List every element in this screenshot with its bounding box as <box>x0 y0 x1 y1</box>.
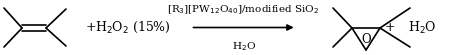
Text: H$_2$O: H$_2$O <box>232 40 255 53</box>
Text: H$_2$O$_2$ (15%): H$_2$O$_2$ (15%) <box>95 20 171 35</box>
Text: +: + <box>385 21 395 34</box>
Text: H$_2$O: H$_2$O <box>408 19 437 36</box>
Text: +: + <box>86 21 96 34</box>
Text: [R$_3$][PW$_{12}$O$_{40}$]/modified SiO$_2$: [R$_3$][PW$_{12}$O$_{40}$]/modified SiO$… <box>168 3 319 16</box>
Text: O: O <box>361 33 371 46</box>
